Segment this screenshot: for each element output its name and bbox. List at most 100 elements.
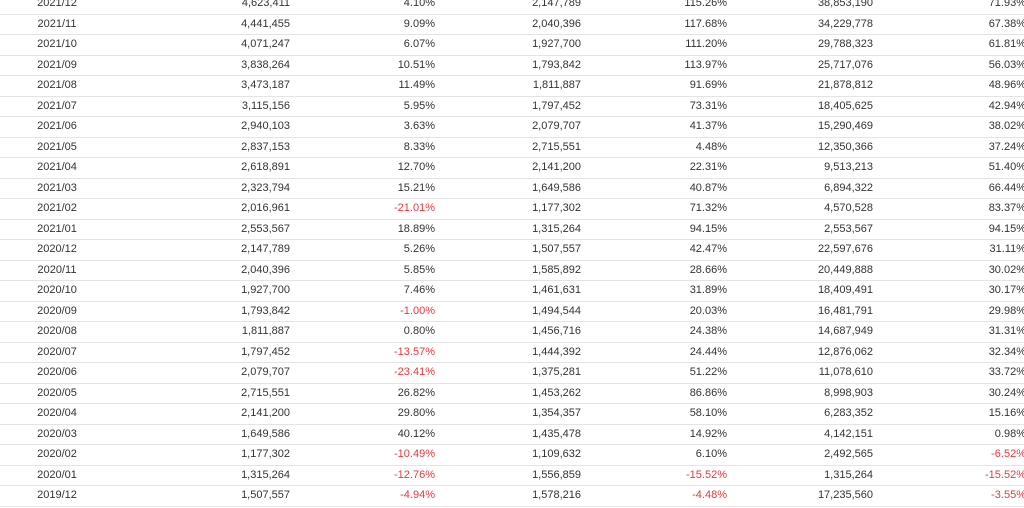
month-cell: 2021/09: [0, 55, 112, 76]
cumulative-growth-cell: 15.16%: [873, 403, 1024, 425]
growth-b-cell: 115.26%: [581, 0, 727, 15]
cumulative-growth-cell: 37.24%: [873, 137, 1024, 158]
cumulative-growth-cell: 30.24%: [873, 383, 1024, 404]
value-b-cell: 1,578,216: [435, 485, 581, 507]
table-row: 2021/10 4,071,247 6.07% 1,927,700 111.20% 29,…: [0, 34, 1024, 56]
cumulative-cell: 38,853,190: [727, 0, 873, 15]
growth-b-cell: 113.97%: [581, 55, 727, 76]
growth-a-cell: -23.41%: [290, 362, 435, 384]
growth-a-cell: 7.46%: [290, 280, 435, 302]
table-row: 2020/11 2,040,396 5.85% 1,585,892 28.66% 20,4…: [0, 260, 1024, 281]
cumulative-cell: 21,878,812: [727, 75, 873, 97]
growth-a-cell: -12.76%: [290, 465, 435, 486]
value-a-cell: 4,441,455: [112, 14, 290, 35]
value-b-cell: 1,375,281: [435, 362, 581, 384]
table-row: 2021/02 2,016,961 -21.01% 1,177,302 71.32% 4,…: [0, 198, 1024, 220]
table-row: 2020/09 1,793,842 -1.00% 1,494,544 20.03% 16,…: [0, 301, 1024, 322]
growth-a-cell: 29.80%: [290, 403, 435, 425]
table-row: 2020/07 1,797,452 -13.57% 1,444,392 24.44% 12…: [0, 342, 1024, 363]
cumulative-growth-cell: 31.11%: [873, 239, 1024, 261]
value-b-cell: 1,811,887: [435, 75, 581, 97]
month-cell: 2021/12: [0, 0, 112, 15]
growth-b-cell: -15.52%: [581, 465, 727, 486]
growth-a-cell: -4.94%: [290, 485, 435, 507]
value-b-cell: 1,453,262: [435, 383, 581, 404]
cumulative-cell: 25,717,076: [727, 55, 873, 76]
table-row: 2020/05 2,715,551 26.82% 1,453,262 86.86% 8,9…: [0, 383, 1024, 404]
growth-a-cell: -13.57%: [290, 342, 435, 363]
table-row: 2021/01 2,553,567 18.89% 1,315,264 94.15% 2,5…: [0, 219, 1024, 240]
growth-b-cell: 24.38%: [581, 321, 727, 343]
value-b-cell: 2,079,707: [435, 116, 581, 138]
growth-b-cell: 91.69%: [581, 75, 727, 97]
table-row: 2020/12 2,147,789 5.26% 1,507,557 42.47% 22,5…: [0, 239, 1024, 261]
value-b-cell: 1,315,264: [435, 219, 581, 240]
growth-b-cell: 14.92%: [581, 424, 727, 445]
growth-a-cell: -1.00%: [290, 301, 435, 322]
table-row: 2021/07 3,115,156 5.95% 1,797,452 73.31% 18,4…: [0, 96, 1024, 117]
value-b-cell: 2,040,396: [435, 14, 581, 35]
cumulative-growth-cell: 56.03%: [873, 55, 1024, 76]
cumulative-growth-cell: -15.52%: [873, 465, 1024, 486]
cumulative-cell: 18,409,491: [727, 280, 873, 302]
value-a-cell: 1,811,887: [112, 321, 290, 343]
cumulative-growth-cell: 0.98%: [873, 424, 1024, 445]
value-b-cell: 1,585,892: [435, 260, 581, 281]
month-cell: 2019/12: [0, 485, 112, 507]
value-a-cell: 2,147,789: [112, 239, 290, 261]
growth-a-cell: 15.21%: [290, 178, 435, 199]
growth-b-cell: 20.03%: [581, 301, 727, 322]
growth-b-cell: 22.31%: [581, 157, 727, 179]
growth-a-cell: 5.26%: [290, 239, 435, 261]
value-a-cell: 3,838,264: [112, 55, 290, 76]
growth-a-cell: 3.63%: [290, 116, 435, 138]
cumulative-growth-cell: 30.02%: [873, 260, 1024, 281]
growth-b-cell: 51.22%: [581, 362, 727, 384]
month-cell: 2020/09: [0, 301, 112, 322]
month-cell: 2020/06: [0, 362, 112, 384]
value-b-cell: 1,556,859: [435, 465, 581, 486]
growth-b-cell: 117.68%: [581, 14, 727, 35]
cumulative-growth-cell: 61.81%: [873, 34, 1024, 56]
growth-a-cell: 4.10%: [290, 0, 435, 15]
value-a-cell: 1,797,452: [112, 342, 290, 363]
month-cell: 2021/03: [0, 178, 112, 199]
table-row: 2020/01 1,315,264 -12.76% 1,556,859 -15.52% 1…: [0, 465, 1024, 486]
table-row: 2021/05 2,837,153 8.33% 2,715,551 4.48% 12,35…: [0, 137, 1024, 158]
cumulative-cell: 2,492,565: [727, 444, 873, 466]
cumulative-cell: 11,078,610: [727, 362, 873, 384]
table-row: 2021/03 2,323,794 15.21% 1,649,586 40.87% 6,8…: [0, 178, 1024, 199]
growth-b-cell: 42.47%: [581, 239, 727, 261]
cumulative-growth-cell: 33.72%: [873, 362, 1024, 384]
month-cell: 2021/11: [0, 14, 112, 35]
table-row: 2019/12 1,507,557 -4.94% 1,578,216 -4.48% 17,…: [0, 485, 1024, 507]
value-a-cell: 1,649,586: [112, 424, 290, 445]
month-cell: 2020/02: [0, 444, 112, 466]
value-a-cell: 4,071,247: [112, 34, 290, 56]
value-a-cell: 2,141,200: [112, 403, 290, 425]
cumulative-growth-cell: 42.94%: [873, 96, 1024, 117]
growth-a-cell: 11.49%: [290, 75, 435, 97]
growth-b-cell: 111.20%: [581, 34, 727, 56]
value-a-cell: 1,315,264: [112, 465, 290, 486]
cumulative-cell: 15,290,469: [727, 116, 873, 138]
value-b-cell: 2,141,200: [435, 157, 581, 179]
table-row: 2020/06 2,079,707 -23.41% 1,375,281 51.22% 11…: [0, 362, 1024, 384]
table-row: 2020/10 1,927,700 7.46% 1,461,631 31.89% 18,4…: [0, 280, 1024, 302]
cumulative-cell: 22,597,676: [727, 239, 873, 261]
value-a-cell: 2,323,794: [112, 178, 290, 199]
month-cell: 2020/07: [0, 342, 112, 363]
table-row: 2020/02 1,177,302 -10.49% 1,109,632 6.10% 2,4…: [0, 444, 1024, 466]
value-b-cell: 1,507,557: [435, 239, 581, 261]
cumulative-cell: 12,350,366: [727, 137, 873, 158]
value-a-cell: 1,507,557: [112, 485, 290, 507]
value-b-cell: 1,461,631: [435, 280, 581, 302]
month-cell: 2021/10: [0, 34, 112, 56]
value-a-cell: 3,115,156: [112, 96, 290, 117]
value-a-cell: 4,623,411: [112, 0, 290, 15]
growth-b-cell: 41.37%: [581, 116, 727, 138]
value-a-cell: 1,927,700: [112, 280, 290, 302]
value-a-cell: 1,177,302: [112, 444, 290, 466]
cumulative-cell: 6,283,352: [727, 403, 873, 425]
